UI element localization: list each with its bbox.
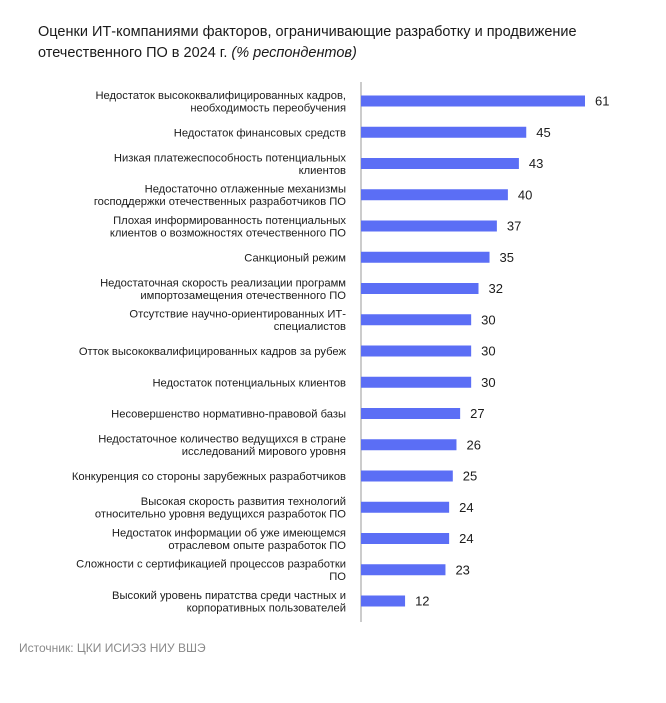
data-label: 40 bbox=[518, 187, 532, 202]
category-label: Высокий уровень пиратства среди частных … bbox=[112, 590, 346, 615]
data-label: 30 bbox=[481, 344, 495, 359]
category-label: Сложности с сертификацией процессов разр… bbox=[76, 559, 346, 584]
data-label: 61 bbox=[595, 94, 609, 109]
bar bbox=[361, 158, 519, 169]
category-label: Недостаток финансовых средств bbox=[174, 127, 346, 139]
data-label: 12 bbox=[415, 594, 429, 609]
bar-chart: 61 Недостаток высококвалифицированных кад… bbox=[72, 82, 609, 622]
bar bbox=[361, 283, 479, 294]
data-label: 43 bbox=[529, 156, 543, 171]
data-label: 30 bbox=[481, 375, 495, 390]
bar bbox=[361, 439, 457, 451]
bar bbox=[361, 470, 453, 482]
data-label: 35 bbox=[500, 250, 514, 265]
data-label: 24 bbox=[459, 500, 473, 515]
data-label: 26 bbox=[466, 437, 480, 452]
category-label: Недостаток высококвалифицированных кадро… bbox=[95, 90, 346, 115]
category-label: Недостаток информации об уже имеющемся от… bbox=[112, 527, 346, 552]
data-label: 24 bbox=[459, 531, 473, 546]
data-label: 37 bbox=[507, 219, 521, 234]
chart-subtitle: (% респондентов) bbox=[231, 45, 357, 61]
category-label: Недостаток потенциальных клиентов bbox=[152, 377, 346, 389]
category-label: Высокая скорость развития технологий отно… bbox=[95, 496, 346, 521]
data-label: 27 bbox=[470, 406, 484, 421]
source-note: Источник: ЦКИ ИСИЭЗ НИУ ВШЭ bbox=[19, 641, 206, 655]
bar bbox=[361, 595, 406, 607]
category-label: Конкуренция со стороны зарубежных разраб… bbox=[72, 471, 346, 483]
bar bbox=[361, 126, 527, 138]
data-label: 25 bbox=[463, 469, 477, 484]
data-label: 32 bbox=[489, 281, 503, 296]
bar bbox=[361, 314, 472, 326]
category-label: Санкционый режим bbox=[244, 252, 346, 264]
category-label: Недостаточно отлаженные механизмы господд… bbox=[94, 184, 346, 209]
data-label: 23 bbox=[455, 562, 469, 577]
category-label: Плохая информированность потенциальных кл… bbox=[110, 215, 347, 240]
bar bbox=[361, 408, 461, 419]
bar bbox=[361, 533, 450, 544]
category-label: Недостаточное количество ведущихся в стр… bbox=[98, 434, 346, 459]
category-label: Несовершенство нормативно-правовой базы bbox=[111, 409, 346, 421]
category-label: Отток высококвалифицированных кадров за … bbox=[79, 346, 347, 358]
category-label: Низкая платежеспособность потенциальных к… bbox=[114, 152, 347, 177]
bar bbox=[361, 95, 585, 107]
bar bbox=[361, 251, 490, 263]
chart-title: Оценки ИТ-компаниями факторов, ограничив… bbox=[38, 22, 638, 64]
category-label: Недостаточная скорость реализации програ… bbox=[100, 277, 346, 302]
bar bbox=[361, 220, 497, 232]
bar bbox=[361, 345, 472, 357]
bar bbox=[361, 501, 450, 513]
category-label: Отсутствие научно-ориентированных ИТ-спе… bbox=[129, 309, 346, 334]
bar bbox=[361, 376, 472, 388]
bar bbox=[361, 564, 446, 576]
data-label: 45 bbox=[536, 125, 550, 140]
bar bbox=[361, 189, 508, 201]
chart-title-text: Оценки ИТ-компаниями факторов, ограничив… bbox=[38, 24, 577, 61]
data-label: 30 bbox=[481, 312, 495, 327]
